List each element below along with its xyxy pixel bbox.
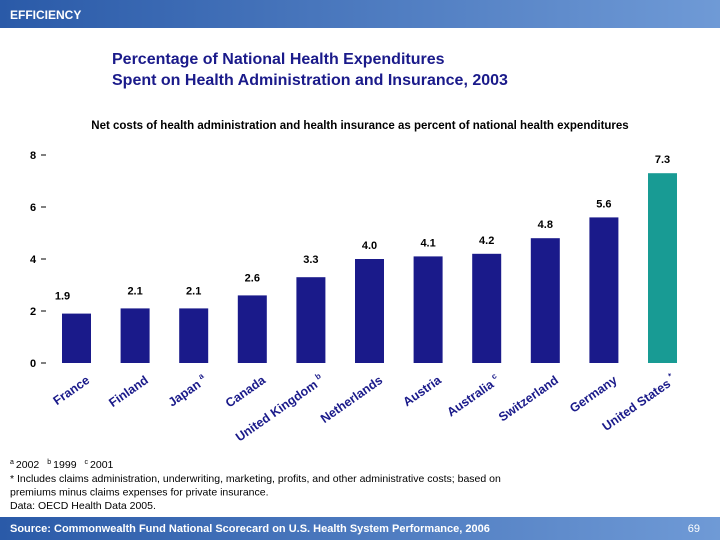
y-tick-label: 2	[30, 306, 36, 318]
x-tick-label: Finland	[106, 373, 150, 410]
bar	[648, 173, 677, 363]
x-tick-label: Netherlands	[318, 373, 385, 426]
footnote-text: 1999	[53, 459, 77, 471]
value-label: 1.9	[55, 291, 70, 303]
category-name: France	[51, 373, 93, 408]
footnote-line: a 2002 b 1999 c 2001	[10, 459, 114, 471]
chart-title: Spent on Health Administration and Insur…	[112, 72, 508, 89]
notes: a 2002 b 1999 c 2001 * Includes claims adminis…	[10, 459, 501, 512]
category-name: Finland	[106, 373, 150, 410]
source: Source: Commonwealth Fund National Score…	[10, 523, 490, 535]
x-tick-label: Australiac	[443, 371, 503, 419]
bar	[179, 308, 209, 363]
x-tick-label: France	[51, 373, 93, 408]
x-tick-label: Switzerland	[496, 373, 561, 424]
x-tick-label: Japana	[165, 371, 210, 409]
footnote-mark: b	[47, 459, 51, 466]
y-tick-label: 4	[30, 254, 37, 266]
category-name: Switzerland	[496, 373, 561, 424]
footnote-mark: a	[10, 459, 14, 466]
chart-subtitle: Net costs of health administration and h…	[91, 120, 628, 132]
value-label: 7.3	[655, 154, 670, 166]
y-tick-label: 6	[30, 202, 36, 214]
category-name: Japan	[166, 377, 204, 409]
bar	[589, 217, 619, 363]
bar	[296, 277, 326, 363]
value-label: 2.1	[186, 285, 201, 297]
footnote-mark: c	[85, 459, 89, 466]
value-label: 4.0	[362, 240, 377, 252]
chart: 0 2 4 6 8 1.9 France 2.1 Finland 2.1 Japana 2.6 Cana…	[30, 150, 677, 444]
value-label: 4.1	[420, 237, 435, 249]
x-tick-label: Germany	[567, 373, 619, 416]
x-tick-label: Canada	[223, 372, 269, 410]
x-tick-label: Austria	[401, 372, 445, 409]
category-name: Austria	[401, 372, 445, 409]
value-label: 2.6	[245, 272, 260, 284]
value-label: 4.8	[538, 219, 553, 231]
category-note: b	[313, 371, 322, 381]
category-name: Germany	[567, 373, 619, 416]
value-label: 3.3	[303, 254, 318, 266]
bar	[413, 256, 443, 363]
note-line: Data: OECD Health Data 2005.	[10, 500, 156, 512]
y-tick-label: 8	[30, 150, 36, 162]
note-line: premiums minus claims expenses for priva…	[10, 487, 269, 499]
y-tick-label: 0	[30, 358, 36, 370]
category-name: Australia	[444, 377, 497, 420]
bar	[355, 259, 384, 363]
note-line: * Includes claims administration, underw…	[10, 473, 501, 485]
value-label: 5.6	[596, 198, 611, 210]
category-name: Netherlands	[318, 373, 385, 426]
category-note: *	[666, 371, 674, 381]
bar	[120, 308, 150, 363]
banner	[0, 0, 720, 28]
category-note: a	[197, 371, 206, 381]
banner-text: EFFICIENCY	[10, 8, 81, 22]
bar	[472, 253, 502, 363]
bar	[530, 238, 560, 363]
value-label: 4.2	[479, 235, 494, 247]
chart-title: Percentage of National Health Expenditur…	[112, 51, 445, 68]
bar	[62, 313, 91, 363]
category-note: c	[490, 371, 499, 381]
bar	[237, 295, 267, 363]
footnote-text: 2001	[90, 459, 114, 471]
footer-bar	[0, 517, 720, 540]
page-number: 69	[688, 523, 700, 535]
category-name: Canada	[223, 372, 269, 410]
footnote-text: 2002	[16, 459, 40, 471]
value-label: 2.1	[127, 285, 142, 297]
